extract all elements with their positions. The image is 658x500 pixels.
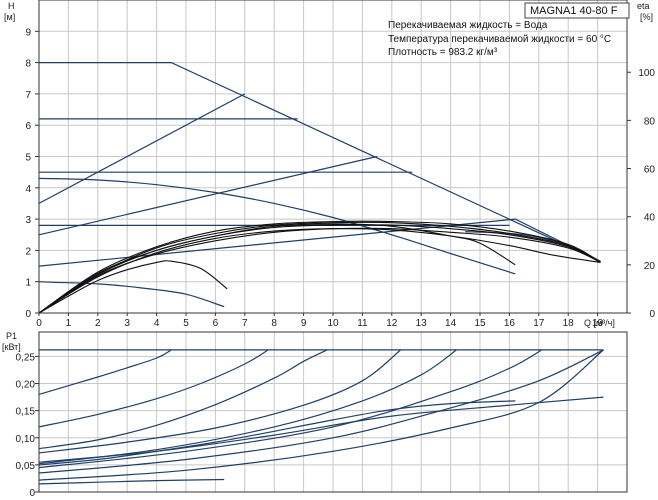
head-curve-5 bbox=[38, 93, 246, 204]
power-curve-10 bbox=[38, 400, 516, 466]
eta-tick-label-60: 60 bbox=[644, 165, 656, 176]
info-line-temperature: Температура перекачиваемой жидкости = 60… bbox=[388, 34, 611, 45]
efficiency-curve-15 bbox=[38, 224, 601, 314]
flow-tick-label-7: 7 bbox=[242, 318, 248, 329]
power-curve-5 bbox=[38, 349, 457, 465]
head-curve-8 bbox=[38, 177, 516, 275]
flow-tick-label-6: 6 bbox=[213, 318, 219, 329]
power-curve-4 bbox=[38, 349, 401, 454]
grid-layer bbox=[38, 0, 627, 493]
eta-tick-label-20: 20 bbox=[644, 261, 656, 272]
head-tick-label-1: 1 bbox=[25, 278, 31, 289]
head-axis-unit: [м] bbox=[4, 12, 15, 22]
power-tick-label-2: 0,10 bbox=[16, 434, 36, 445]
eta-axis-label: eta bbox=[637, 1, 650, 11]
power-axis-label: P1 bbox=[6, 331, 17, 341]
head-tick-label-5: 5 bbox=[25, 153, 31, 164]
flow-tick-label-5: 5 bbox=[183, 318, 189, 329]
head-tick-label-0: 0 bbox=[25, 309, 31, 320]
info-line-liquid: Перекачиваемая жидкость = Вода bbox=[388, 20, 548, 31]
head-tick-label-4: 4 bbox=[25, 184, 31, 195]
head-tick-label-9: 9 bbox=[25, 27, 31, 38]
head-curve-6 bbox=[38, 155, 378, 236]
power-tick-label-3: 0,15 bbox=[16, 407, 36, 418]
eta-tick-label-40: 40 bbox=[644, 213, 656, 224]
flow-tick-label-19: 19 bbox=[592, 318, 604, 329]
head-curve-0 bbox=[39, 62, 601, 262]
flow-tick-label-8: 8 bbox=[271, 318, 277, 329]
efficiency-curve-13 bbox=[38, 221, 601, 314]
efficiency-curve-11 bbox=[38, 223, 516, 314]
efficiency-curve-16 bbox=[38, 227, 601, 314]
head-curve-4 bbox=[38, 281, 225, 308]
power-curve-7 bbox=[38, 349, 604, 474]
power-tick-label-1: 0,05 bbox=[16, 461, 36, 472]
title-box bbox=[524, 2, 630, 19]
power-curve-3 bbox=[38, 349, 328, 450]
eta-tick-label-80: 80 bbox=[644, 116, 656, 127]
head-tick-label-3: 3 bbox=[25, 215, 31, 226]
power-curve-11 bbox=[38, 478, 225, 485]
flow-tick-label-9: 9 bbox=[301, 318, 307, 329]
eta-tick-label-100: 100 bbox=[638, 68, 655, 79]
head-tick-label-7: 7 bbox=[25, 90, 31, 101]
head-axis-label: H bbox=[8, 1, 15, 11]
power-axis-unit: [кВт] bbox=[2, 342, 21, 352]
head-tick-label-8: 8 bbox=[25, 59, 31, 70]
flow-tick-label-13: 13 bbox=[416, 318, 428, 329]
curve-layer bbox=[38, 62, 604, 485]
flow-tick-label-11: 11 bbox=[357, 318, 368, 329]
flow-tick-label-2: 2 bbox=[95, 318, 101, 329]
power-curve-6 bbox=[38, 349, 543, 469]
power-tick-label-0: 0 bbox=[29, 488, 35, 499]
flow-tick-label-15: 15 bbox=[474, 318, 486, 329]
eta-axis-unit: [%] bbox=[640, 12, 653, 22]
head-tick-label-2: 2 bbox=[25, 246, 31, 257]
power-tick-label-4: 0,20 bbox=[16, 380, 36, 391]
efficiency-curve-14 bbox=[38, 220, 601, 314]
efficiency-curve-10 bbox=[38, 260, 228, 314]
head-tick-label-6: 6 bbox=[25, 121, 31, 132]
info-line-density: Плотность = 983.2 кг/м³ bbox=[388, 47, 498, 58]
flow-tick-label-16: 16 bbox=[504, 318, 516, 329]
flow-tick-label-12: 12 bbox=[386, 318, 398, 329]
power-curve-1 bbox=[38, 349, 172, 395]
flow-tick-label-18: 18 bbox=[563, 318, 575, 329]
flow-tick-label-0: 0 bbox=[36, 318, 42, 329]
power-tick-label-5: 0,25 bbox=[16, 352, 36, 363]
chart-title: MAGNA1 40-80 F bbox=[530, 5, 618, 17]
flow-tick-label-1: 1 bbox=[66, 318, 72, 329]
flow-tick-label-4: 4 bbox=[154, 318, 160, 329]
flow-axis-label: Q [м³/ч] bbox=[584, 318, 615, 328]
flow-tick-label-3: 3 bbox=[124, 318, 130, 329]
eta-tick-label-0: 0 bbox=[649, 309, 655, 320]
flow-tick-label-10: 10 bbox=[327, 318, 339, 329]
power-curve-2 bbox=[38, 349, 269, 428]
power-plot-frame bbox=[38, 331, 628, 493]
flow-tick-label-17: 17 bbox=[533, 318, 545, 329]
flow-tick-label-14: 14 bbox=[445, 318, 457, 329]
